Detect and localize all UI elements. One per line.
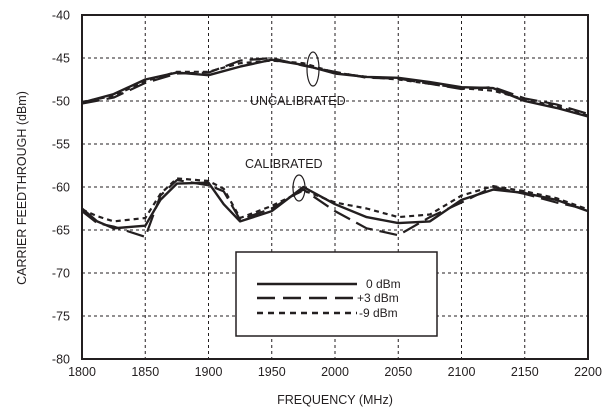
y-axis-label: CARRIER FEEDTHROUGH (dBm) [15, 91, 29, 285]
x-tick-label: 2000 [321, 365, 349, 379]
legend-box [235, 251, 438, 337]
y-tick-label: -45 [52, 52, 70, 66]
legend-label-0dbm: 0 dBm [366, 277, 401, 291]
y-tick-label: -55 [52, 138, 70, 152]
tick-labels: 1800 1850 1900 1950 2000 2050 2100 2150 2200 -40 -… [52, 9, 602, 380]
y-tick-label: -80 [52, 353, 70, 367]
legend: 0 dBm +3 dBm -9 dBm [235, 251, 438, 337]
uncalibrated-marker-ellipse [306, 51, 320, 87]
y-tick-label: -70 [52, 267, 70, 281]
annotation-uncalibrated: UNCALIBRATED [250, 94, 346, 108]
y-tick-label: -75 [52, 310, 70, 324]
x-tick-label: 2100 [448, 365, 476, 379]
annotations: UNCALIBRATED CALIBRATED [245, 51, 346, 202]
y-tick-label: -40 [52, 9, 70, 23]
plot-frame [81, 14, 589, 360]
y-tick-label: -65 [52, 224, 70, 238]
x-tick-label: 2150 [511, 365, 539, 379]
x-tick-label: 2050 [384, 365, 412, 379]
legend-label-plus3dbm: +3 dBm [357, 291, 399, 305]
series-line-calibrated-dotted [81, 177, 589, 223]
series-line-calibrated-solid [81, 181, 589, 230]
legend-label-minus9dbm: -9 dBm [359, 306, 398, 320]
calibrated-marker-ellipse [292, 174, 306, 202]
x-tick-label: 1900 [195, 365, 223, 379]
x-tick-label: 1950 [258, 365, 286, 379]
annotation-calibrated: CALIBRATED [245, 157, 323, 171]
x-axis-label: FREQUENCY (MHz) [277, 393, 393, 407]
x-tick-label: 1800 [68, 365, 96, 379]
series-line-calibrated-dashed [81, 179, 589, 238]
x-tick-label: 2200 [574, 365, 602, 379]
y-tick-label: -50 [52, 95, 70, 109]
y-tick-label: -60 [52, 181, 70, 195]
series-line-uncalibrated-dashed [81, 56, 589, 115]
x-tick-label: 1850 [131, 365, 159, 379]
series-lines [81, 56, 589, 238]
